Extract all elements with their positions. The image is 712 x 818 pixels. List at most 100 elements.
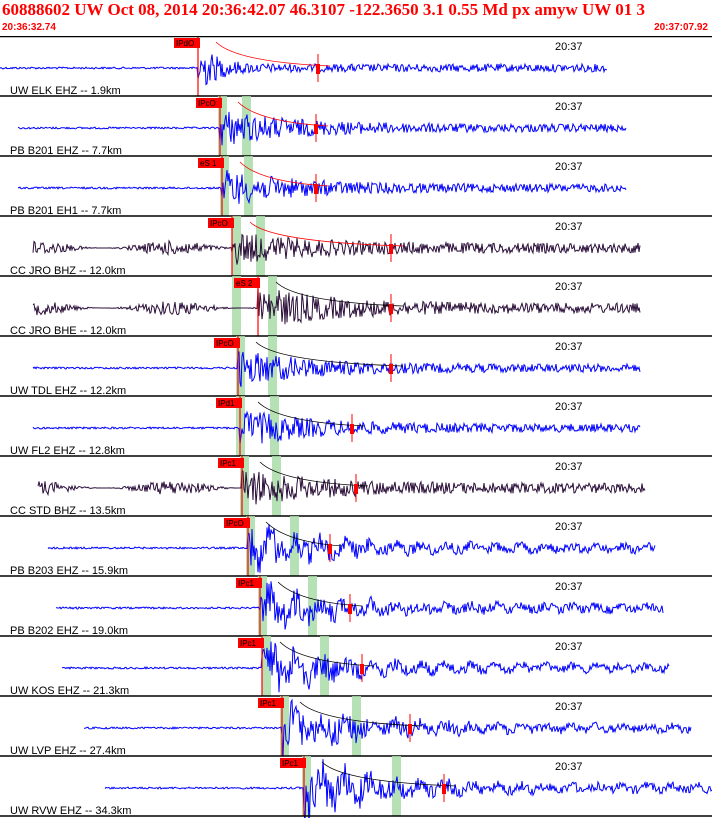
- amplitude-marker-box: [354, 484, 358, 494]
- window-band: [352, 696, 361, 756]
- pick-label: IPcO: [210, 219, 228, 228]
- window-band: [240, 456, 249, 516]
- station-label: PB B201 EHZ -- 7.7km: [10, 145, 122, 157]
- time-tick-label: 20:37: [555, 701, 583, 713]
- station-label: UW ELK EHZ -- 1.9km: [10, 85, 121, 97]
- coda-curve: [275, 281, 404, 307]
- station-label: UW TDL EHZ -- 12.2km: [10, 385, 126, 397]
- station-label: CC JRO BHZ -- 12.0km: [10, 265, 126, 277]
- pick-label: eS 2: [236, 279, 253, 288]
- trace-panel-6: IPcO 20:37 UW TDL EHZ -- 12.2km: [0, 336, 712, 397]
- pick-label: IPc1: [238, 579, 255, 588]
- pick-label: eS 1: [200, 159, 217, 168]
- coda-curve: [299, 701, 423, 727]
- coda-curve: [215, 41, 331, 67]
- coda-curve: [255, 341, 404, 367]
- waveform: [84, 698, 692, 757]
- time-tick-label: 20:37: [555, 221, 583, 233]
- coda-curve: [257, 401, 365, 427]
- window-band: [242, 96, 251, 156]
- waveform: [104, 759, 712, 818]
- pick-label: IPc1: [240, 639, 257, 648]
- trace-panel-12: IPc1 20:37 UW LVP EHZ -- 27.4km: [0, 696, 712, 757]
- pick-box: [258, 698, 284, 708]
- window-band: [270, 396, 279, 456]
- trace-panel-10: IPc1 20:37 PB B202 EHZ -- 19.0km: [0, 576, 712, 637]
- pick-box: [196, 98, 222, 108]
- trace-panel-2: IPcO 20:37 PB B201 EHZ -- 7.7km: [0, 96, 712, 157]
- amplitude-marker-box: [348, 604, 352, 614]
- station-label: CC STD BHZ -- 13.5km: [10, 505, 126, 517]
- amplitude-marker-box: [314, 124, 318, 134]
- waveform: [32, 410, 641, 445]
- trace-panel-7: IPd1 20:37 UW FL2 EHZ -- 12.8km: [0, 396, 712, 457]
- amplitude-marker-box: [314, 184, 318, 194]
- waveform: [32, 233, 641, 265]
- pick-box: [218, 458, 244, 468]
- window-band: [220, 156, 229, 216]
- amplitude-marker-box: [389, 364, 393, 374]
- time-tick-label: 20:37: [555, 41, 583, 53]
- waveform: [47, 524, 656, 573]
- time-tick-label: 20:37: [555, 761, 583, 773]
- trace-panel-5: eS 2 20:37 CC JRO BHE -- 12.0km: [0, 276, 712, 337]
- seismogram-plot: IPdO 20:37 UW ELK EHZ -- 1.9km IPcO 20:37 PB …: [0, 36, 712, 818]
- time-tick-label: 20:37: [555, 101, 583, 113]
- pick-label: IPc1: [260, 699, 277, 708]
- station-label: UW FL2 EHZ -- 12.8km: [10, 445, 125, 457]
- pick-box: [174, 38, 200, 48]
- time-tick-label: 20:37: [555, 401, 583, 413]
- time-tick-label: 20:37: [555, 461, 583, 473]
- pick-label: IPcO: [216, 339, 234, 348]
- amplitude-marker-box: [389, 244, 393, 254]
- pick-box: [234, 278, 260, 288]
- pick-box: [208, 218, 234, 228]
- end-time: 20:37:07.92: [654, 22, 708, 33]
- window-band: [272, 456, 281, 516]
- coda-curve: [277, 581, 363, 607]
- pick-box: [236, 578, 262, 588]
- trace-panel-13: IPc1 20:37 UW RVW EHZ -- 34.3km: [0, 756, 712, 818]
- station-label: UW KOS EHZ -- 21.3km: [10, 685, 129, 697]
- amplitude-marker-box: [350, 424, 354, 434]
- waveform: [37, 469, 646, 505]
- pick-box: [280, 758, 306, 768]
- pick-box: [224, 518, 250, 528]
- pick-box: [216, 398, 242, 408]
- amplitude-marker-box: [360, 664, 364, 674]
- header: 60888602 UW Oct 08, 2014 20:36:42.07 46.…: [0, 0, 712, 36]
- window-band: [232, 216, 241, 276]
- amplitude-marker-box: [389, 304, 393, 314]
- station-label: UW LVP EHZ -- 27.4km: [10, 745, 126, 757]
- amplitude-marker-box: [408, 724, 412, 734]
- station-label: CC JRO BHE -- 12.0km: [10, 325, 126, 337]
- pick-label: IPd1: [218, 399, 235, 408]
- trace-panel-8: IPc1 20:37 CC STD BHZ -- 13.5km: [0, 456, 712, 517]
- pick-label: IPc1: [282, 759, 299, 768]
- trace-panel-9: IPcO 20:37 PB B203 EHZ -- 15.9km: [0, 516, 712, 577]
- coda-curve: [237, 101, 329, 127]
- pick-box: [238, 638, 264, 648]
- window-band: [236, 336, 245, 396]
- window-band: [232, 276, 241, 336]
- coda-curve: [321, 761, 457, 787]
- waveform: [17, 170, 627, 205]
- waveform: [56, 581, 664, 630]
- waveform: [32, 351, 641, 387]
- waveform: [61, 641, 670, 693]
- time-tick-label: 20:37: [555, 521, 583, 533]
- pick-box: [214, 338, 240, 348]
- time-tick-label: 20:37: [555, 641, 583, 653]
- event-title: 60888602 UW Oct 08, 2014 20:36:42.07 46.…: [2, 0, 645, 19]
- pick-label: IPdO: [176, 39, 194, 48]
- time-tick-label: 20:37: [555, 341, 583, 353]
- station-label: PB B202 EHZ -- 19.0km: [10, 625, 128, 637]
- trace-panel-11: IPc1 20:37 UW KOS EHZ -- 21.3km: [0, 636, 712, 697]
- amplitude-marker-box: [328, 544, 332, 554]
- pick-box: [198, 158, 224, 168]
- station-label: PB B201 EH1 -- 7.7km: [10, 205, 121, 217]
- window-band: [262, 636, 271, 696]
- trace-panel-3: eS 1 20:37 PB B201 EH1 -- 7.7km: [0, 156, 712, 217]
- window-band: [290, 516, 299, 576]
- coda-curve: [279, 641, 375, 667]
